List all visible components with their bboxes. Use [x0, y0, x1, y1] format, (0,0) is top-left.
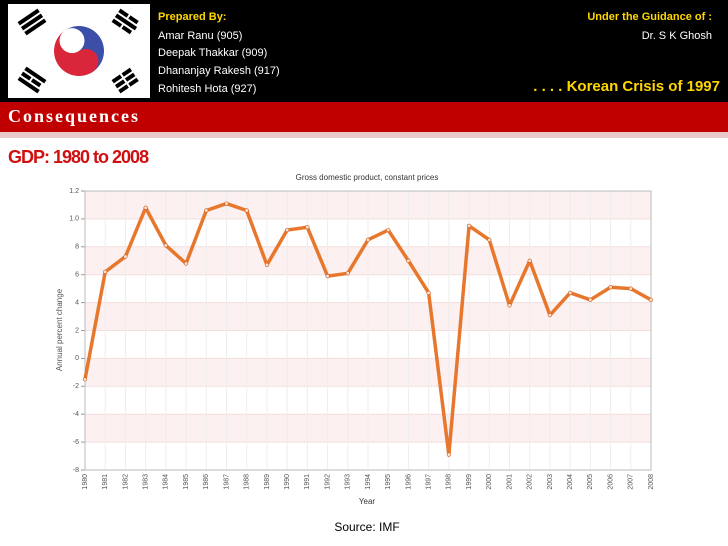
x-tick-label: 2001 — [506, 474, 513, 490]
x-tick-label: 2003 — [547, 474, 554, 490]
data-point — [204, 208, 209, 213]
prepared-label: Prepared By: — [158, 11, 226, 23]
data-point — [446, 452, 451, 457]
x-tick-label: 1983 — [142, 474, 149, 490]
data-point — [264, 262, 270, 268]
heading: GDP: 1980 to 2008 — [8, 147, 149, 167]
data-point — [82, 377, 88, 382]
data-point — [183, 261, 189, 266]
y-tick-label: 8 — [75, 244, 79, 251]
y-axis-label: Annual percent change — [55, 288, 64, 371]
x-tick-label: 2004 — [567, 474, 574, 490]
flag — [8, 4, 150, 98]
y-tick-label: -4 — [73, 411, 79, 418]
plot-frame — [84, 190, 652, 471]
x-axis-label: Year — [359, 497, 376, 506]
data-point — [143, 205, 148, 210]
x-tick-label: 1990 — [284, 474, 291, 490]
x-tick-label: 1984 — [163, 474, 170, 490]
author: Rohitesh Hota (927) — [158, 83, 256, 95]
x-tick-label: 2005 — [587, 474, 594, 490]
x-tick-label: 1987 — [223, 474, 230, 490]
data-point — [386, 227, 391, 233]
data-point — [547, 313, 553, 318]
y-tick-label: 6 — [75, 272, 79, 279]
x-tick-label: 2002 — [527, 474, 534, 490]
author: Deepak Thakkar (909) — [158, 47, 267, 59]
data-point — [507, 303, 512, 308]
data-point — [648, 297, 654, 302]
y-tick-label: 2 — [75, 327, 79, 334]
x-tick-label: 1982 — [122, 474, 129, 490]
section-band — [0, 102, 728, 132]
data-point — [123, 254, 128, 259]
x-tick-label: 1980 — [82, 474, 89, 490]
y-tick-label: -6 — [73, 439, 79, 446]
data-point — [588, 297, 593, 302]
data-point — [224, 201, 229, 206]
x-tick-label: 1991 — [304, 474, 311, 490]
x-tick-label: 1981 — [102, 474, 109, 490]
data-point — [628, 286, 633, 291]
data-point — [527, 258, 532, 263]
y-tick-label: 1.2 — [69, 188, 79, 195]
data-point — [406, 258, 411, 263]
x-tick-label: 1994 — [365, 474, 372, 490]
data-point — [103, 269, 108, 275]
data-point — [345, 271, 350, 276]
x-tick-label: 1993 — [345, 474, 352, 490]
data-point — [285, 227, 290, 233]
y-tick-label: -2 — [73, 383, 79, 390]
data-point — [163, 243, 168, 248]
x-tick-label: 1988 — [244, 474, 251, 490]
data-point — [244, 208, 249, 213]
data-point — [487, 237, 492, 242]
x-tick-label: 1986 — [203, 474, 210, 490]
x-tick-label: 2006 — [607, 474, 614, 490]
section-title: Consequences — [8, 106, 140, 126]
x-tick-label: 1995 — [385, 474, 392, 490]
guide: Dr. S K Ghosh — [642, 30, 712, 42]
y-tick-label: -8 — [73, 467, 79, 474]
x-tick-label: 1999 — [466, 474, 473, 490]
x-tick-label: 1985 — [183, 474, 190, 490]
x-tick-label: 2008 — [648, 474, 655, 490]
y-tick-label: 4 — [75, 299, 79, 306]
data-point — [365, 237, 371, 242]
data-point — [426, 290, 431, 295]
x-tick-label: 2000 — [486, 474, 493, 490]
y-tick-label: 1.0 — [69, 216, 79, 223]
y-tick-label: 0 — [75, 355, 79, 362]
source: Source: IMF — [334, 520, 399, 534]
chart-title: Gross domestic product, constant prices — [296, 173, 439, 182]
x-tick-label: 1996 — [405, 474, 412, 490]
section-shadow — [0, 132, 728, 138]
x-tick-label: 1989 — [264, 474, 271, 490]
data-point — [325, 273, 330, 279]
x-tick-label: 2007 — [628, 474, 635, 490]
data-point — [466, 223, 472, 228]
data-point — [608, 285, 613, 290]
x-tick-label: 1992 — [324, 474, 331, 490]
x-tick-label: 1997 — [425, 474, 432, 490]
data-point — [305, 225, 310, 230]
data-point — [568, 290, 573, 295]
subject: . . . . Korean Crisis of 1997 — [533, 78, 720, 95]
author: Dhananjay Rakesh (917) — [158, 65, 280, 77]
x-tick-label: 1998 — [446, 474, 453, 490]
author: Amar Ranu (905) — [158, 30, 242, 42]
guidance-label: Under the Guidance of : — [587, 11, 712, 23]
